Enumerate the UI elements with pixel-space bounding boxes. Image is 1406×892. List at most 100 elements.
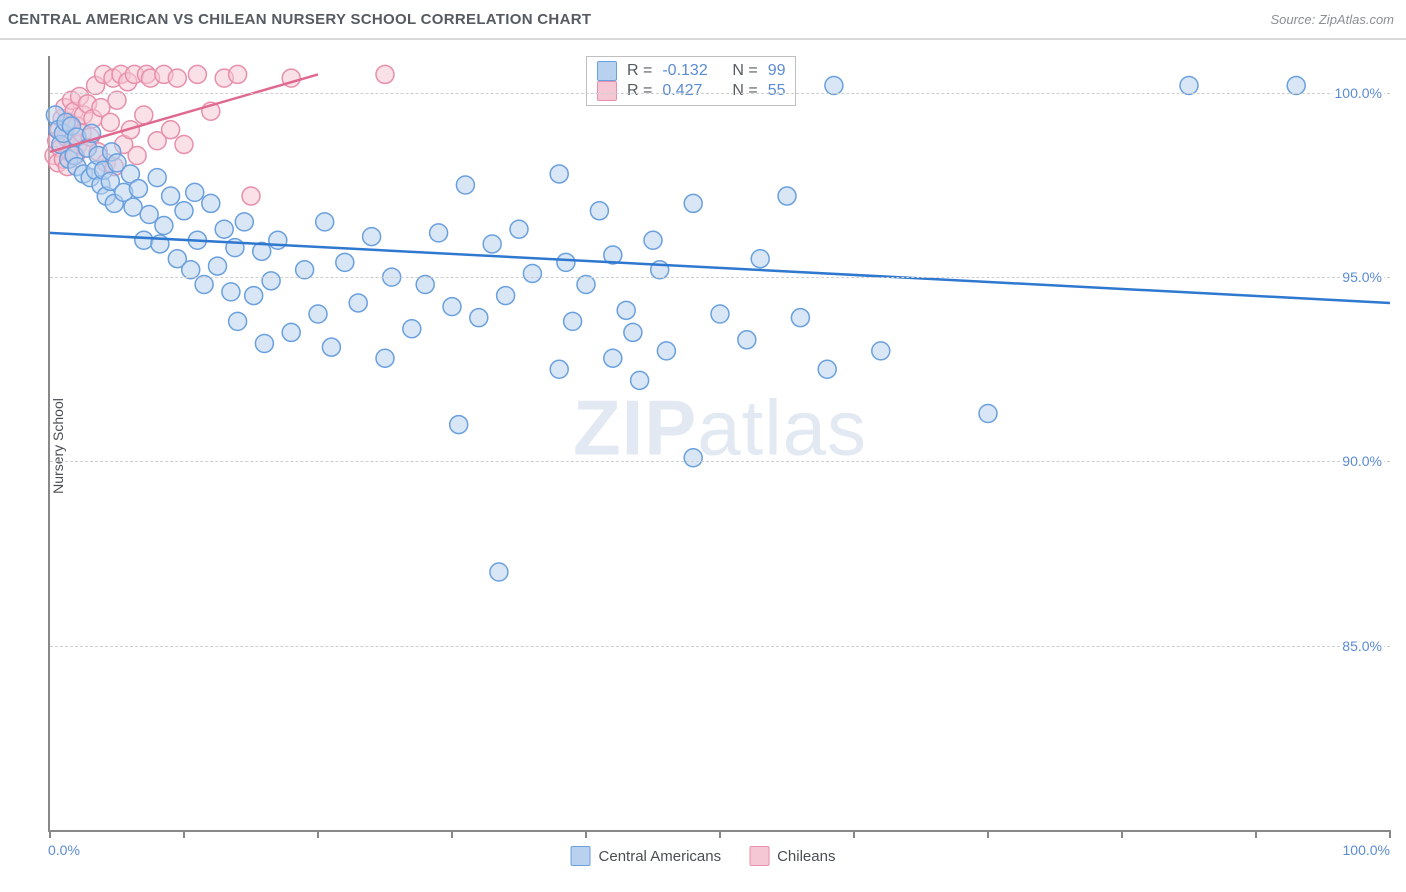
x-tick-label: 100.0% [1343,842,1390,858]
data-point [162,187,180,205]
data-point [564,312,582,330]
data-point [470,309,488,327]
data-point [443,298,461,316]
legend-swatch-blue [571,846,591,866]
data-point [209,257,227,275]
stats-row: R =0.427N =55 [597,81,785,101]
data-point [791,309,809,327]
gridline-h [50,646,1390,647]
data-point [129,180,147,198]
stat-n-value: 55 [768,82,786,100]
data-point [215,220,233,238]
data-point [269,231,287,249]
x-tick [585,830,587,838]
data-point [624,323,642,341]
data-point [128,147,146,165]
data-point [684,449,702,467]
data-point [1287,76,1305,94]
data-point [229,65,247,83]
data-point [309,305,327,323]
stats-legend-box: R =-0.132N =99R =0.427N =55 [586,56,796,106]
data-point [336,253,354,271]
stats-swatch [597,61,617,81]
data-point [175,202,193,220]
data-point [778,187,796,205]
data-point [872,342,890,360]
data-point [416,276,434,294]
stat-r-value: -0.132 [662,62,722,80]
x-tick [1389,830,1391,838]
x-tick [853,830,855,838]
chart-title: CENTRAL AMERICAN VS CHILEAN NURSERY SCHO… [8,11,591,28]
chart-source: Source: ZipAtlas.com [1270,12,1394,27]
data-point [376,65,394,83]
x-tick [719,830,721,838]
data-point [430,224,448,242]
data-point [135,231,153,249]
data-point [403,320,421,338]
x-tick [1121,830,1123,838]
legend-label-chileans: Chileans [777,848,835,865]
data-point [242,187,260,205]
data-point [245,287,263,305]
data-point [296,261,314,279]
data-point [550,360,568,378]
stat-n-value: 99 [768,62,786,80]
data-point [657,342,675,360]
legend-item-chileans: Chileans [749,846,835,866]
data-point [376,349,394,367]
data-point [262,272,280,290]
data-point [604,349,622,367]
data-point [363,228,381,246]
data-point [497,287,515,305]
stats-swatch [597,81,617,101]
data-point [195,276,213,294]
data-point [235,213,253,231]
data-point [229,312,247,330]
data-point [738,331,756,349]
data-point [490,563,508,581]
data-point [644,231,662,249]
data-point [456,176,474,194]
data-point [979,405,997,423]
data-point [523,264,541,282]
data-point [222,283,240,301]
y-tick-label: 85.0% [1340,638,1384,654]
stat-n-label: N = [732,62,757,80]
data-point [711,305,729,323]
stat-r-label: R = [627,82,652,100]
x-tick [1255,830,1257,838]
x-tick [987,830,989,838]
data-point [349,294,367,312]
data-point [684,194,702,212]
data-point [322,338,340,356]
stat-n-label: N = [732,82,757,100]
data-point [282,323,300,341]
data-point [135,106,153,124]
legend-bottom: Central Americans Chileans [571,846,836,866]
data-point [175,135,193,153]
plot-area: ZIPatlas R =-0.132N =99R =0.427N =55 85.… [48,56,1390,832]
data-point [631,371,649,389]
data-point [155,217,173,235]
gridline-h [50,461,1390,462]
chart-header: CENTRAL AMERICAN VS CHILEAN NURSERY SCHO… [0,0,1406,40]
data-point [1180,76,1198,94]
data-point [818,360,836,378]
data-point [202,194,220,212]
data-point [148,169,166,187]
y-tick-label: 90.0% [1340,453,1384,469]
x-tick [317,830,319,838]
data-point [255,334,273,352]
data-point [182,261,200,279]
data-point [510,220,528,238]
data-point [162,121,180,139]
data-point [550,165,568,183]
data-point [751,250,769,268]
x-tick [49,830,51,838]
data-point [590,202,608,220]
legend-label-central-americans: Central Americans [599,848,722,865]
gridline-h [50,93,1390,94]
data-point [124,198,142,216]
legend-item-central-americans: Central Americans [571,846,722,866]
